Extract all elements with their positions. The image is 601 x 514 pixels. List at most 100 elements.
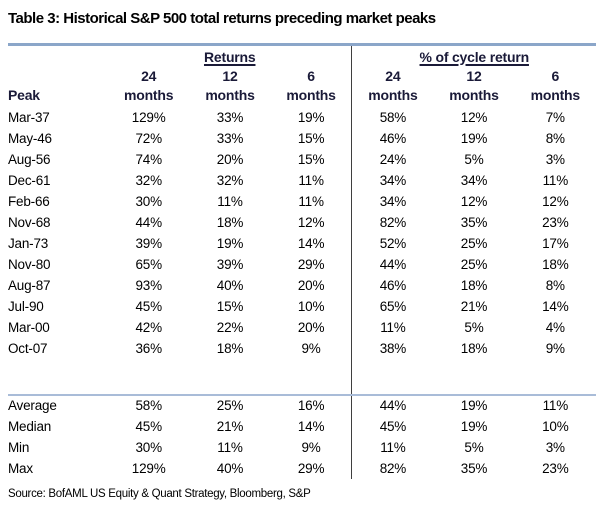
column-header-number: 6: [551, 67, 560, 84]
cell-value: 21%: [216, 418, 244, 434]
cell-value: 24%: [351, 148, 434, 170]
table-title: Table 3: Historical S&P 500 total return…: [8, 10, 436, 27]
cell-value: 52%: [351, 232, 434, 254]
cell-value: 12%: [542, 193, 569, 209]
table-row: Feb-66 30% 11% 11% 34% 12% 12%: [8, 190, 596, 212]
cell-value: 58%: [351, 106, 434, 128]
cycle-return-group-label: % of cycle return: [419, 48, 530, 65]
cell-value: 16%: [270, 393, 352, 416]
cell-value: 18%: [542, 256, 569, 272]
cell-value: 40%: [216, 277, 244, 293]
table-row: Aug-56 74% 20% 15% 24% 5% 3%: [8, 148, 596, 170]
cell-value: 15%: [216, 298, 244, 314]
cell-value: 65%: [351, 295, 434, 317]
cell-value: 15%: [297, 151, 325, 167]
cell-value: 18%: [216, 340, 244, 356]
peak-column-header: Peak: [8, 86, 40, 103]
cell-value: 18%: [216, 214, 244, 230]
group-header-spacer: [8, 45, 108, 67]
cell-value: 29%: [297, 256, 325, 272]
cycle-6m-column-header: 6 months: [515, 67, 596, 107]
cell-value: 129%: [131, 460, 166, 476]
table-row: Jan-73 39% 19% 14% 52% 25% 17%: [8, 232, 596, 254]
table-row: Max 129% 40% 29% 82% 35% 23%: [8, 457, 596, 479]
cell-value: 15%: [297, 130, 325, 146]
cell-value: 45%: [135, 298, 162, 314]
cell-value: 14%: [297, 418, 325, 434]
cell-value: 20%: [216, 151, 244, 167]
row-label: Nov-68: [8, 214, 51, 230]
column-header-unit: months: [449, 86, 499, 103]
cell-value: 9%: [301, 340, 321, 356]
cell-value: 29%: [297, 460, 325, 476]
table-row: Min 30% 11% 9% 11% 5% 3%: [8, 436, 596, 458]
cell-value: 36%: [135, 340, 162, 356]
cell-value: 82%: [351, 457, 434, 479]
cell-value: 18%: [460, 277, 488, 293]
cell-value: 34%: [460, 172, 488, 188]
column-header-number: 24: [385, 67, 401, 84]
cell-value: 19%: [433, 393, 515, 416]
table-row: Nov-68 44% 18% 12% 82% 35% 23%: [8, 211, 596, 233]
cell-value: 7%: [545, 109, 565, 125]
cell-value: 19%: [297, 109, 325, 125]
cell-value: 30%: [135, 193, 162, 209]
cell-value: 11%: [351, 316, 434, 338]
cell-value: 5%: [464, 319, 484, 335]
cell-value: 18%: [460, 340, 488, 356]
table-row: Median 45% 21% 14% 45% 19% 10%: [8, 415, 596, 437]
cell-value: 45%: [351, 415, 434, 437]
table-row: Jul-90 45% 15% 10% 65% 21% 14%: [8, 295, 596, 317]
table-row: Mar-37 129% 33% 19% 58% 12% 7%: [8, 106, 596, 128]
cell-value: 9%: [301, 439, 321, 455]
cell-value: 129%: [131, 109, 166, 125]
cell-value: [351, 358, 434, 395]
row-label: Aug-56: [8, 151, 51, 167]
row-label: Jul-90: [8, 298, 44, 314]
cell-value: 82%: [351, 211, 434, 233]
cell-value: 11%: [514, 393, 596, 416]
cell-value: 44%: [351, 253, 434, 275]
cell-value: 22%: [216, 319, 244, 335]
cell-value: 23%: [542, 214, 569, 230]
column-header-unit: months: [123, 86, 174, 103]
row-label: Nov-80: [8, 256, 51, 272]
cell-value: 11%: [298, 172, 324, 188]
cell-value: 8%: [545, 277, 565, 293]
row-label: Mar-00: [8, 319, 50, 335]
table-row: Aug-87 93% 40% 20% 46% 18% 8%: [8, 274, 596, 296]
cell-value: 11%: [217, 193, 243, 209]
cell-value: 35%: [460, 460, 488, 476]
cycle-return-group-header: % of cycle return: [351, 44, 596, 67]
row-label: Max: [8, 460, 33, 476]
row-label: [8, 359, 108, 395]
cell-value: 25%: [189, 393, 271, 416]
row-label: Feb-66: [8, 193, 50, 209]
cell-value: 40%: [216, 460, 244, 476]
cell-value: 8%: [545, 130, 565, 146]
table-row: Oct-07 36% 18% 9% 38% 18% 9%: [8, 337, 596, 359]
cell-value: 3%: [545, 151, 565, 167]
cell-value: [433, 359, 514, 395]
table-row: Dec-61 32% 32% 11% 34% 34% 11%: [8, 169, 596, 191]
cell-value: 46%: [351, 127, 434, 149]
cell-value: [108, 359, 189, 395]
cell-value: 19%: [460, 418, 488, 434]
cell-value: 5%: [464, 151, 484, 167]
returns-group-label: Returns: [203, 48, 256, 65]
cell-value: 11%: [217, 439, 243, 455]
research-table-figure: Table 3: Historical S&P 500 total return…: [8, 10, 596, 500]
cell-value: 34%: [351, 190, 434, 212]
cell-value: 72%: [135, 130, 162, 146]
column-header-number: 6: [307, 67, 315, 84]
cell-value: 20%: [297, 277, 325, 293]
cell-value: 46%: [351, 274, 434, 296]
cell-value: 5%: [464, 439, 484, 455]
cycle-24m-column-header: 24 months: [351, 66, 434, 107]
column-header-unit: months: [286, 86, 336, 103]
cell-value: 11%: [351, 436, 434, 458]
cell-value: 45%: [135, 418, 162, 434]
row-label: Median: [8, 418, 52, 434]
cell-value: 33%: [216, 130, 244, 146]
column-header-unit: months: [368, 86, 418, 103]
